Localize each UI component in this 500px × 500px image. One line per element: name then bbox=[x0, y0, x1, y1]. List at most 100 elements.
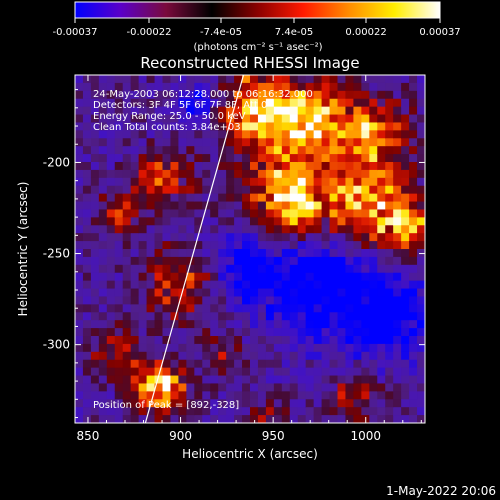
heatmap-cell bbox=[194, 351, 203, 361]
heatmap-cell bbox=[250, 383, 259, 392]
heatmap-cell bbox=[82, 343, 92, 353]
heatmap-cell bbox=[234, 264, 243, 274]
heatmap-cell bbox=[114, 407, 124, 416]
heatmap-cell bbox=[194, 312, 203, 321]
heatmap-cell bbox=[289, 296, 299, 305]
heatmap-cell bbox=[409, 82, 418, 92]
heatmap-cell bbox=[297, 193, 307, 203]
heatmap-cell bbox=[75, 217, 84, 226]
heatmap-cell bbox=[385, 90, 394, 100]
heatmap-cell bbox=[234, 367, 243, 377]
heatmap-cell bbox=[178, 146, 187, 155]
heatmap-cell bbox=[417, 256, 425, 266]
heatmap-cell bbox=[178, 256, 187, 266]
heatmap-cell bbox=[417, 288, 425, 298]
heatmap-cell bbox=[226, 359, 235, 369]
heatmap-cell bbox=[361, 114, 370, 124]
x-axis-label: Heliocentric X (arcsec) bbox=[182, 447, 318, 461]
heatmap-cell bbox=[162, 312, 172, 321]
heatmap-cell bbox=[75, 359, 84, 369]
heatmap-cell bbox=[273, 367, 283, 377]
heatmap-cell bbox=[337, 336, 347, 345]
heatmap-cell bbox=[234, 399, 243, 408]
heatmap-cell bbox=[361, 106, 370, 116]
heatmap-cell bbox=[90, 130, 100, 139]
heatmap-cell bbox=[162, 106, 172, 116]
heatmap-cell bbox=[82, 288, 92, 298]
heatmap-cell bbox=[130, 249, 140, 258]
heatmap-cell bbox=[417, 264, 425, 274]
heatmap-cell bbox=[154, 233, 164, 242]
heatmap-cell bbox=[401, 193, 410, 203]
heatmap-cell bbox=[106, 328, 116, 337]
heatmap-cell bbox=[361, 256, 370, 266]
heatmap-cell bbox=[154, 351, 164, 361]
heatmap-cell bbox=[170, 82, 179, 92]
heatmap-cell bbox=[305, 233, 315, 242]
heatmap-cell bbox=[82, 90, 92, 100]
heatmap-cell bbox=[154, 296, 164, 305]
heatmap-cell bbox=[250, 304, 259, 313]
heatmap-cell bbox=[385, 280, 394, 290]
heatmap-cell bbox=[154, 114, 164, 124]
heatmap-cell bbox=[202, 106, 211, 116]
heatmap-cell bbox=[178, 193, 187, 203]
heatmap-cell bbox=[210, 154, 219, 163]
heatmap-cell bbox=[202, 90, 211, 100]
heatmap-cell bbox=[186, 146, 195, 155]
heatmap-cell bbox=[178, 217, 187, 226]
heatmap-cell bbox=[106, 407, 116, 416]
heatmap-cell bbox=[75, 272, 84, 282]
heatmap-cell bbox=[90, 146, 100, 155]
heatmap-cell bbox=[401, 130, 410, 139]
heatmap-cell bbox=[305, 138, 315, 147]
heatmap-cell bbox=[393, 90, 402, 100]
heatmap-cell bbox=[75, 193, 84, 203]
heatmap-cell bbox=[305, 130, 315, 139]
heatmap-cell bbox=[130, 312, 140, 321]
heatmap-cell bbox=[393, 146, 402, 155]
heatmap-cell bbox=[409, 264, 418, 274]
heatmap-cell bbox=[273, 201, 283, 211]
y-axis-label: Heliocentric Y (arcsec) bbox=[16, 182, 30, 317]
heatmap-cell bbox=[226, 209, 235, 218]
heatmap-cell bbox=[313, 75, 323, 84]
heatmap-cell bbox=[130, 343, 140, 353]
heatmap-cell bbox=[417, 169, 425, 179]
heatmap-cell bbox=[345, 304, 354, 313]
heatmap-cell bbox=[257, 90, 267, 100]
heatmap-cell bbox=[210, 75, 219, 84]
heatmap-cell bbox=[393, 343, 402, 353]
heatmap-cell bbox=[409, 407, 418, 416]
heatmap-cell bbox=[170, 193, 179, 203]
heatmap-cell bbox=[369, 146, 378, 155]
heatmap-cell bbox=[90, 272, 100, 282]
heatmap-cell bbox=[130, 154, 140, 163]
heatmap-cell bbox=[385, 130, 394, 139]
heatmap-cell bbox=[154, 383, 164, 392]
heatmap-cell bbox=[321, 351, 331, 361]
heatmap-cell bbox=[401, 351, 410, 361]
heatmap-cell bbox=[257, 264, 267, 274]
heatmap-cell bbox=[90, 241, 100, 250]
heatmap-cell bbox=[305, 177, 315, 187]
heatmap-cell bbox=[138, 169, 148, 179]
heatmap-cell bbox=[329, 225, 339, 234]
heatmap-cell bbox=[146, 138, 156, 147]
heatmap-cell bbox=[146, 114, 156, 124]
heatmap-cell bbox=[218, 209, 227, 218]
heatmap-cell bbox=[273, 264, 283, 274]
heatmap-cell bbox=[393, 122, 402, 131]
heatmap-cell bbox=[345, 280, 354, 290]
heatmap-cell bbox=[202, 351, 211, 361]
heatmap-cell bbox=[257, 399, 267, 408]
heatmap-cell bbox=[170, 201, 179, 211]
heatmap-cell bbox=[265, 154, 275, 163]
heatmap-cell bbox=[234, 169, 243, 179]
heatmap-cell bbox=[417, 225, 425, 234]
heatmap-cell bbox=[218, 288, 227, 298]
heatmap-cell bbox=[106, 177, 116, 187]
heatmap-cell bbox=[75, 351, 84, 361]
heatmap-cell bbox=[130, 391, 140, 400]
heatmap-cell bbox=[321, 201, 331, 211]
